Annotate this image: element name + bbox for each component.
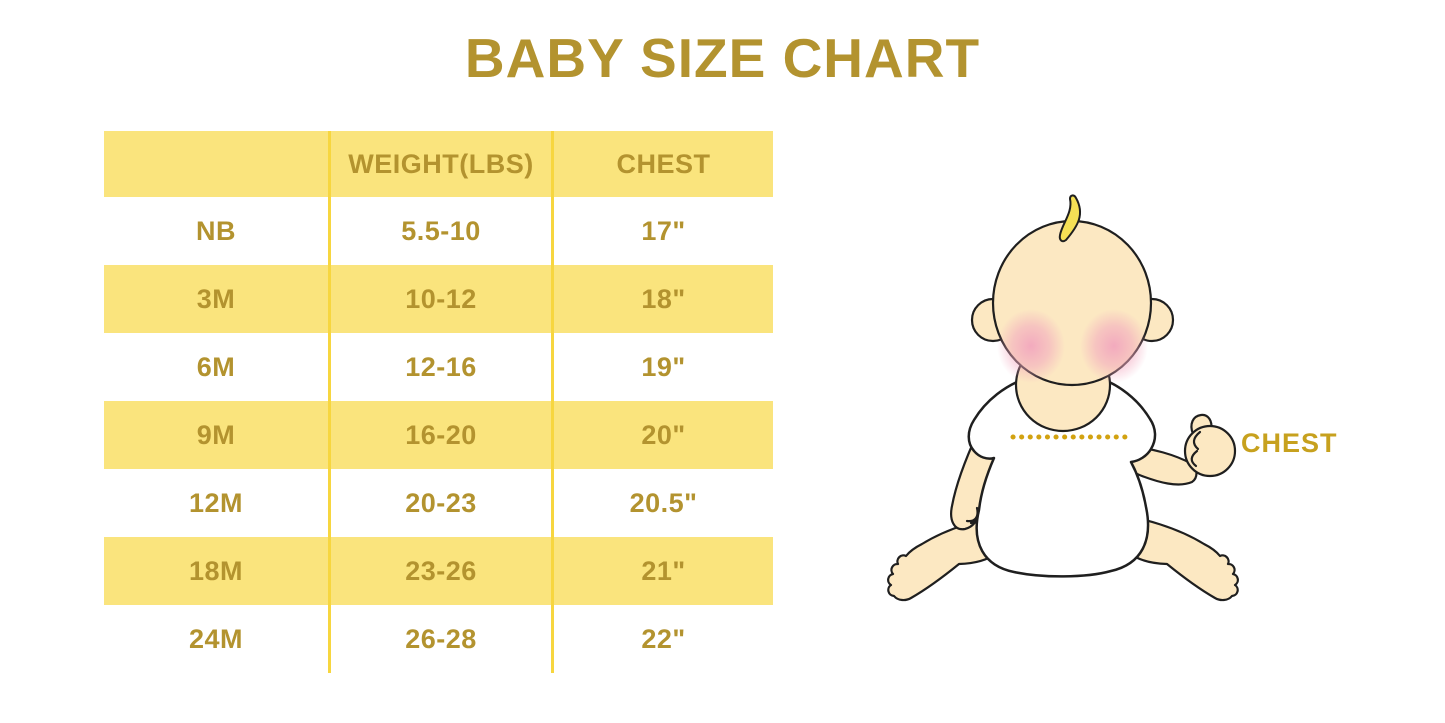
table-row: 6M 12-16 19" — [104, 333, 773, 401]
chest-cell: 19" — [551, 333, 773, 401]
size-cell: 24M — [188, 623, 244, 654]
size-cell: 9M — [196, 419, 236, 450]
baby-right-cheek — [1080, 309, 1148, 383]
size-cell: 3M — [196, 283, 236, 314]
header-cell-weight: WEIGHT(LBS) — [328, 131, 551, 197]
weight-cell: 23-26 — [328, 537, 551, 605]
baby-hair-curl — [1058, 194, 1081, 243]
chest-cell: 20.5" — [551, 469, 773, 537]
weight-cell: 16-20 — [328, 401, 551, 469]
baby-fist-knuckles — [1190, 430, 1202, 468]
weight-cell: 26-28 — [328, 605, 551, 673]
weight-cell: 12-16 — [328, 333, 551, 401]
table-row: NB 5.5-10 17" — [104, 197, 773, 265]
chest-cell: 21" — [551, 537, 773, 605]
weight-cell: 5.5-10 — [328, 197, 551, 265]
size-cell: 6M — [196, 351, 236, 382]
table-row: 24M 26-28 22" — [104, 605, 773, 673]
chest-cell: 17" — [551, 197, 773, 265]
size-cell: 18M — [188, 555, 244, 586]
baby-onesie — [967, 376, 1157, 578]
baby-illustration: CHEST — [860, 170, 1340, 650]
header-cell-size — [104, 131, 328, 197]
table-row: 12M 20-23 20.5" — [104, 469, 773, 537]
chest-cell: 20" — [551, 401, 773, 469]
baby-size-table: WEIGHT(LBS) CHEST NB 5.5-10 17" 3M 10-12… — [104, 131, 773, 673]
table-header-row: WEIGHT(LBS) CHEST — [104, 131, 773, 197]
chest-cell: 22" — [551, 605, 773, 673]
chest-cell: 18" — [551, 265, 773, 333]
size-cell: NB — [196, 215, 236, 246]
chest-label: CHEST — [1241, 428, 1338, 458]
weight-cell: 20-23 — [328, 469, 551, 537]
header-cell-chest: CHEST — [551, 131, 773, 197]
baby-left-cheek — [997, 309, 1065, 383]
page-title: BABY SIZE CHART — [464, 27, 981, 89]
size-cell: 12M — [188, 487, 244, 518]
baby-fist — [1183, 424, 1237, 478]
table-row: 9M 16-20 20" — [104, 401, 773, 469]
weight-cell: 10-12 — [328, 265, 551, 333]
baby-illustration-svg: CHEST — [887, 194, 1338, 602]
table-row: 18M 23-26 21" — [104, 537, 773, 605]
table-row: 3M 10-12 18" — [104, 265, 773, 333]
